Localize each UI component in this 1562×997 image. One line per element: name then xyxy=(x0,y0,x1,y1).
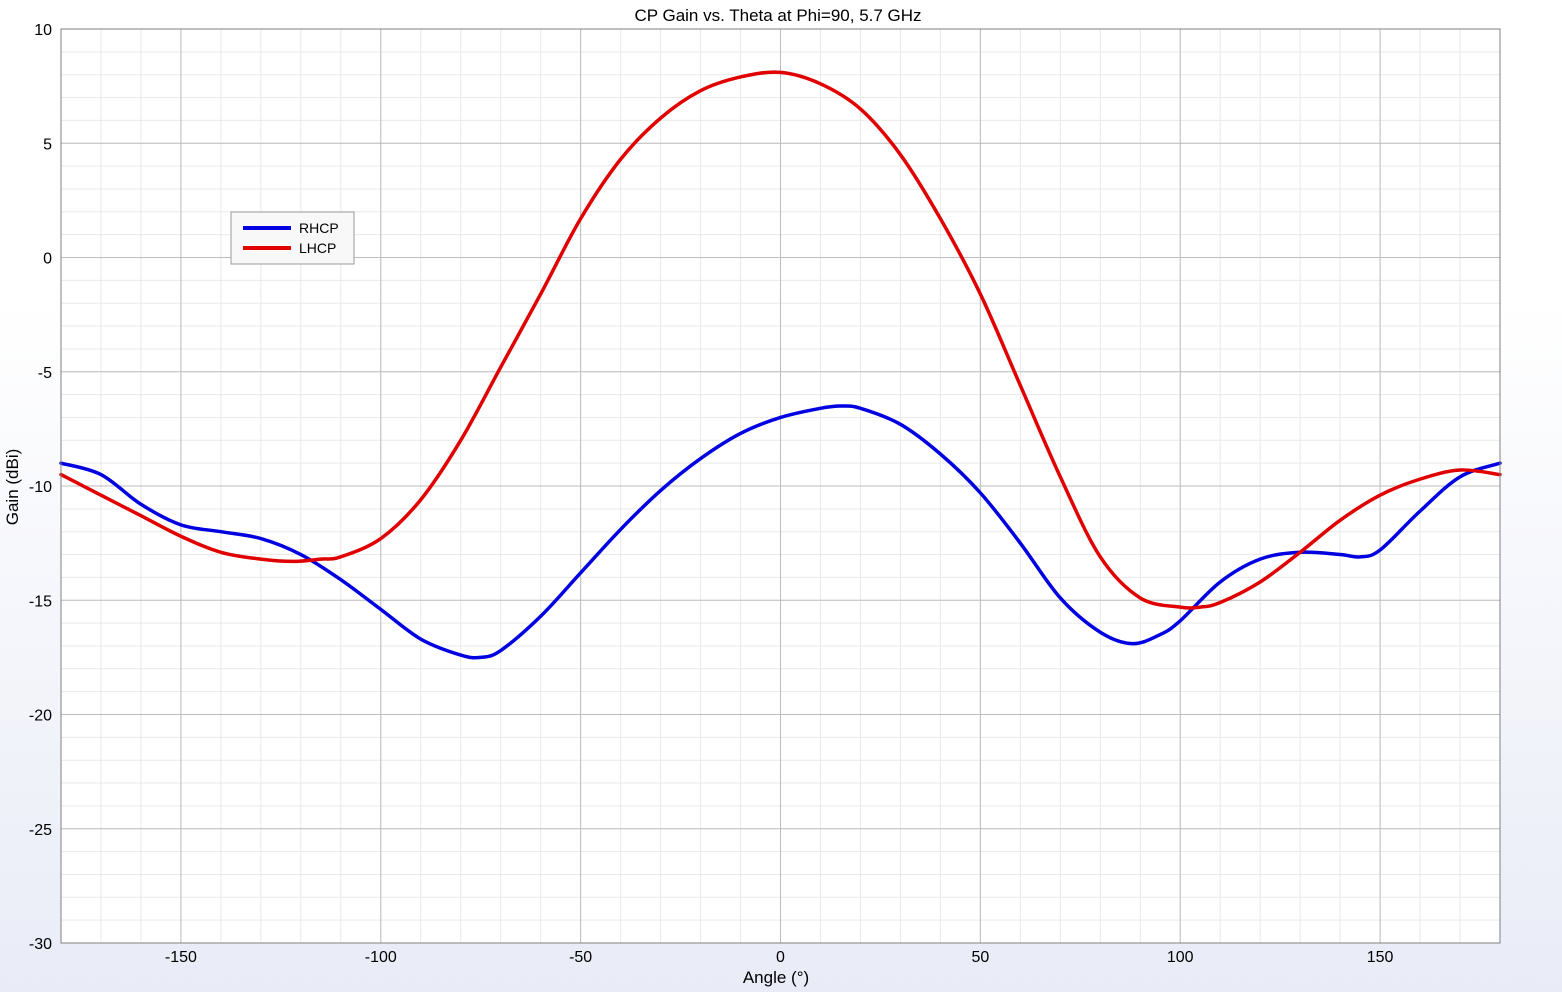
x-tick-label: 0 xyxy=(776,949,785,966)
series-line-lhcp xyxy=(59,70,1502,610)
x-axis-title: Angle (°) xyxy=(743,968,809,987)
legend: RHCP LHCP xyxy=(230,211,355,265)
x-tick-label: 150 xyxy=(1367,949,1394,966)
y-tick-label: -30 xyxy=(29,936,52,953)
y-axis-title: Gain (dBi) xyxy=(3,449,22,526)
series-layer xyxy=(59,70,1502,660)
y-tick-label: 5 xyxy=(43,136,52,153)
legend-label-rhcp: RHCP xyxy=(299,220,339,236)
y-tick-label: -25 xyxy=(29,822,52,839)
y-tick-label: 0 xyxy=(43,251,52,268)
chart-title: CP Gain vs. Theta at Phi=90, 5.7 GHz xyxy=(634,6,921,25)
y-tick-labels: 10 5 0 -5 -10 -15 -20 -25 -30 xyxy=(29,22,52,953)
plot-frame xyxy=(60,28,1501,944)
y-tick-label: -15 xyxy=(29,593,52,610)
legend-label-lhcp: LHCP xyxy=(299,240,336,256)
series-line-rhcp xyxy=(59,404,1502,660)
y-tick-label: -10 xyxy=(29,479,52,496)
x-tick-labels: -150 -100 -50 0 50 100 150 xyxy=(165,949,1394,966)
y-tick-label: -20 xyxy=(29,708,52,725)
x-tick-label: -50 xyxy=(569,949,592,966)
y-tick-label: -5 xyxy=(38,365,52,382)
x-tick-label: -100 xyxy=(365,949,397,966)
x-tick-label: 50 xyxy=(971,949,989,966)
legend-box xyxy=(230,211,355,265)
x-tick-label: -150 xyxy=(165,949,197,966)
y-tick-label: 10 xyxy=(34,22,52,39)
x-tick-label: 100 xyxy=(1167,949,1194,966)
